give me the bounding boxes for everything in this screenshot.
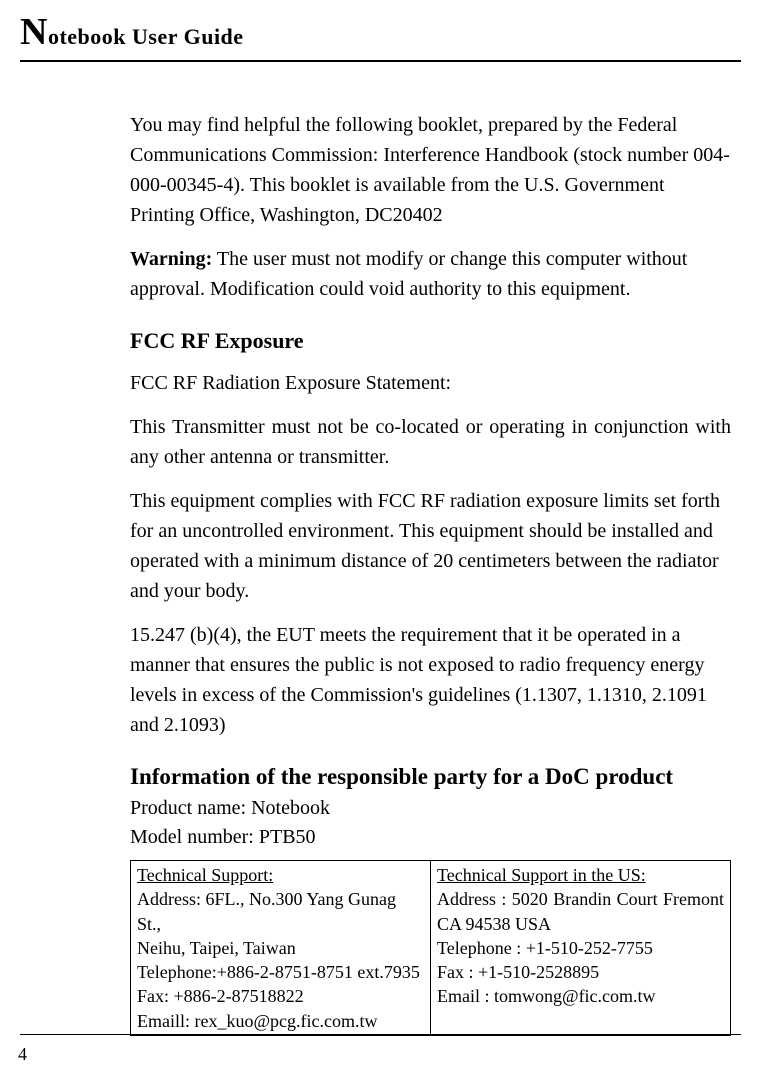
support-tel-taiwan: Telephone:+886-2-8751-8751 ext.7935 <box>137 962 420 982</box>
paragraph-15247: 15.247 (b)(4), the EUT meets the require… <box>130 620 731 740</box>
warning-label: Warning: <box>130 248 212 270</box>
paragraph-intro: You may find helpful the following bookl… <box>130 110 731 230</box>
support-cell-us: Technical Support in the US: Address : 5… <box>431 861 731 1036</box>
support-addr1-taiwan: Address: 6FL., No.300 Yang Gunag St., <box>137 889 396 933</box>
support-title-taiwan: Technical Support: <box>137 865 273 885</box>
warning-text: The user must not modify or change this … <box>130 248 687 300</box>
support-cell-taiwan: Technical Support: Address: 6FL., No.300… <box>131 861 431 1036</box>
support-fax-taiwan: Fax: +886-2-87518822 <box>137 986 304 1006</box>
header-dropcap: N <box>20 11 48 53</box>
support-fax-us: Fax : +1-510-2528895 <box>437 962 599 982</box>
paragraph-compliance: This equipment complies with FCC RF radi… <box>130 486 731 606</box>
content-area: You may find helpful the following bookl… <box>130 110 731 1036</box>
document-header: Notebook User Guide <box>20 10 741 54</box>
support-title-us: Technical Support in the US: <box>437 865 646 885</box>
page-number: 4 <box>18 1044 27 1065</box>
header-title-rest: otebook User Guide <box>48 24 244 49</box>
model-number-line: Model number: PTB50 <box>130 823 731 852</box>
paragraph-warning: Warning: The user must not modify or cha… <box>130 244 731 304</box>
heading-responsible-party: Information of the responsible party for… <box>130 764 731 790</box>
product-name-line: Product name: Notebook <box>130 794 731 823</box>
heading-fcc-rf: FCC RF Exposure <box>130 328 731 354</box>
support-email-taiwan: Emaill: rex_kuo@pcg.fic.com.tw <box>137 1011 378 1031</box>
support-addr2-taiwan: Neihu, Taipei, Taiwan <box>137 938 296 958</box>
support-tel-us: Telephone : +1-510-252-7755 <box>437 938 653 958</box>
paragraph-transmitter: This Transmitter must not be co-located … <box>130 412 731 472</box>
footer-rule <box>20 1034 741 1035</box>
table-row: Technical Support: Address: 6FL., No.300… <box>131 861 731 1036</box>
support-addr-us: Address : 5020 Brandin Court Fremont CA … <box>437 887 724 936</box>
header-rule <box>20 60 741 62</box>
support-email-us: Email : tomwong@fic.com.tw <box>437 986 656 1006</box>
paragraph-fcc-statement: FCC RF Radiation Exposure Statement: <box>130 368 731 398</box>
technical-support-table: Technical Support: Address: 6FL., No.300… <box>130 860 731 1036</box>
